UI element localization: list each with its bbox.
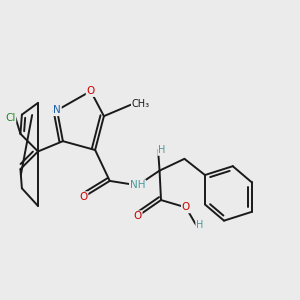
Text: Cl: Cl — [5, 112, 15, 123]
Text: H: H — [196, 220, 203, 230]
Text: H: H — [158, 145, 166, 155]
Text: O: O — [87, 86, 95, 96]
Text: CH₃: CH₃ — [132, 99, 150, 110]
Text: O: O — [79, 192, 88, 202]
Text: O: O — [182, 202, 190, 212]
Text: NH: NH — [130, 180, 145, 190]
Text: O: O — [134, 211, 142, 221]
Text: N: N — [53, 105, 61, 115]
